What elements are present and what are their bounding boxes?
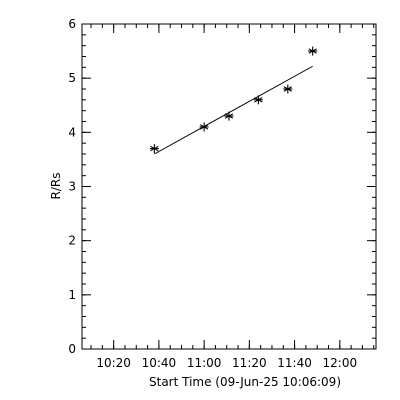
- x-axis-title: Start Time (09-Jun-25 10:06:09): [149, 375, 341, 389]
- axis-ticks: [82, 23, 376, 350]
- tick-labels: 10:20 10:40 11:00 11:20 11:40 12:00 0 1 2 3 4 5 6: [68, 17, 357, 370]
- data-point: [224, 111, 234, 121]
- x-tick-label: 12:00: [323, 356, 358, 370]
- data-point: [149, 144, 159, 154]
- plot-frame: [81, 23, 377, 350]
- fit-line: [154, 65, 313, 155]
- y-tick-label: 1: [68, 288, 76, 302]
- data-point: [253, 95, 263, 105]
- x-tick-label: 10:20: [96, 356, 131, 370]
- y-tick-label: 2: [68, 234, 76, 248]
- x-tick-label: 11:00: [187, 356, 222, 370]
- x-tick-label: 11:40: [277, 356, 312, 370]
- y-tick-label: 0: [68, 342, 76, 356]
- y-tick-label: 3: [68, 180, 76, 194]
- y-axis-title: R/Rs: [49, 173, 63, 200]
- y-tick-label: 6: [68, 17, 76, 31]
- data-point: [308, 46, 318, 56]
- data-marks: [149, 46, 318, 155]
- data-point: [283, 84, 293, 94]
- data-point: [199, 122, 209, 132]
- x-tick-label: 11:20: [232, 356, 267, 370]
- x-tick-label: 10:40: [142, 356, 177, 370]
- y-tick-label: 4: [68, 125, 76, 139]
- y-tick-label: 5: [68, 71, 76, 85]
